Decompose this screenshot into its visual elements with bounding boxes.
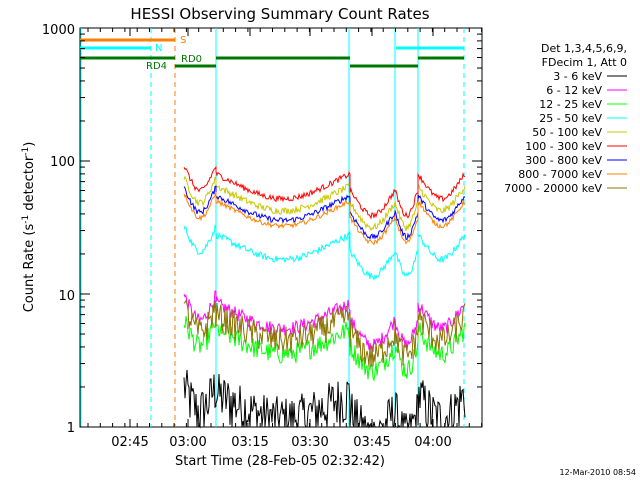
legend-entry-label: 25 - 50 keV bbox=[539, 112, 602, 125]
legend-header-line-2: FDecim 1, Att 0 bbox=[542, 56, 627, 69]
y-tick-label: 100 bbox=[50, 155, 75, 170]
y-tick-label: 1000 bbox=[42, 23, 75, 38]
legend-entry-label: 300 - 800 keV bbox=[525, 154, 602, 167]
series-line bbox=[183, 165, 466, 220]
y-axis-label: Count Rate (s-1 detector-1) bbox=[21, 142, 37, 313]
footer-date: 12-Mar-2010 08:54 bbox=[560, 468, 637, 477]
legend-entry-label: 6 - 12 keV bbox=[546, 84, 602, 97]
legend: 3 - 6 keV 6 - 12 keV 12 - 25 keV 25 - 50… bbox=[504, 70, 627, 195]
y-tick-label: 10 bbox=[58, 289, 75, 304]
plot-frame bbox=[79, 27, 483, 428]
legend-entry-label: 800 - 7000 keV bbox=[518, 168, 602, 181]
y-axis-label-main: Count Rate (s bbox=[22, 224, 37, 313]
legend-entry-label: 12 - 25 keV bbox=[539, 98, 602, 111]
series-line bbox=[183, 223, 466, 282]
series-line bbox=[183, 191, 466, 246]
legend-entry-label: 3 - 6 keV bbox=[553, 70, 602, 83]
y-axis-label-mid: detector bbox=[22, 155, 37, 215]
flag-label-s: S bbox=[180, 35, 186, 46]
flag-label-n: N bbox=[155, 43, 162, 54]
series-line bbox=[183, 299, 466, 367]
series-line bbox=[183, 369, 466, 429]
series-layer bbox=[183, 165, 466, 429]
x-tick-label: 03:15 bbox=[231, 435, 268, 450]
legend-entry-label: 100 - 300 keV bbox=[525, 140, 602, 153]
axis-ticks bbox=[80, 28, 483, 428]
x-tick-label: 04:00 bbox=[414, 435, 451, 450]
y-axis-label-sup2: -1 bbox=[21, 147, 31, 156]
x-tick-label: 02:45 bbox=[111, 435, 148, 450]
x-tick-label: 03:00 bbox=[169, 435, 206, 450]
legend-entry-label: 50 - 100 keV bbox=[532, 126, 602, 139]
chart-title: HESSI Observing Summary Count Rates bbox=[130, 5, 429, 23]
x-tick-label: 03:30 bbox=[291, 435, 328, 450]
y-axis-label-sup1: -1 bbox=[21, 215, 31, 224]
y-tick-label: 1 bbox=[67, 421, 75, 436]
legend-header-line-1: Det 1,3,4,5,6,9, bbox=[541, 42, 627, 55]
legend-entry-label: 7000 - 20000 keV bbox=[504, 182, 602, 195]
series-line bbox=[183, 175, 466, 232]
x-axis-label: Start Time (28-Feb-05 02:32:42) bbox=[175, 454, 385, 469]
y-axis-label-end: ) bbox=[22, 142, 37, 147]
flag-label-rd4: RD4 bbox=[146, 61, 167, 72]
x-tick-label: 03:45 bbox=[353, 435, 390, 450]
flag-bars bbox=[80, 38, 464, 68]
vertical-markers bbox=[80, 28, 465, 427]
flag-label-rd0: RD0 bbox=[181, 54, 202, 65]
